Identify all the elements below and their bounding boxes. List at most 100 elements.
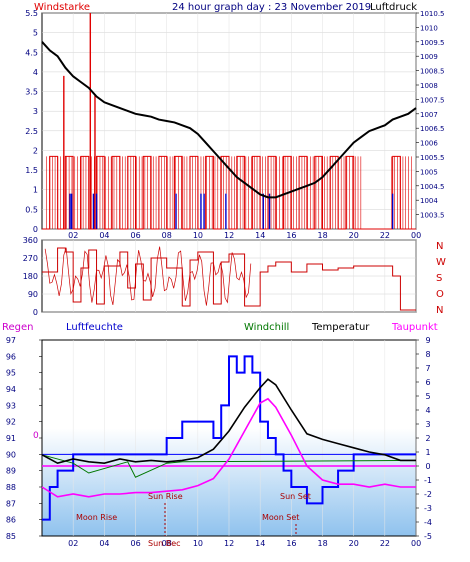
pressure-y-tick-label: 1009 xyxy=(420,53,438,61)
humidity-y-tick-label: 86 xyxy=(6,516,16,525)
temperature-x-tick-label: 04 xyxy=(99,539,109,548)
wind-x-tick-label: 02 xyxy=(68,231,78,240)
pressure-y-tick-label: 1008 xyxy=(420,82,438,90)
legend-dewpoint: Taupunkt xyxy=(391,322,438,333)
wind-step-line xyxy=(42,155,416,230)
pressure-y-tick-label: 1003.5 xyxy=(420,212,445,220)
windchill-line xyxy=(41,454,417,478)
wind-x-axis-ticks: 02 04 06 08 10 12 14 16 18 20 22 00 xyxy=(68,231,421,240)
temperature-x-tick-label: 02 xyxy=(68,539,78,548)
wind-x-tick-label: 12 xyxy=(224,231,234,240)
wind-x-tick-label: 04 xyxy=(99,231,109,240)
direction-y-tick-label: 0 xyxy=(33,308,38,317)
pressure-series xyxy=(41,41,417,199)
temperature-y-tick-label: 0 xyxy=(425,462,430,471)
direction-y-tick-label: 180 xyxy=(23,272,38,281)
temperature-series-group xyxy=(41,355,417,521)
wind-x-tick-label: 00 xyxy=(411,231,421,240)
wind-y-tick-label: 5 xyxy=(33,29,38,38)
pressure-y-tick-label: 1005 xyxy=(420,168,438,176)
wind-x-tick-label: 14 xyxy=(255,231,265,240)
pressure-y-tick-label: 1006 xyxy=(420,140,438,148)
temperature-y-axis-ticks: -5 -4 -3 -2 -1 0 1 2 3 4 5 6 7 8 9 xyxy=(416,336,432,541)
pressure-y-tick-label: 1007 xyxy=(420,111,438,119)
humidity-y-axis-ticks: 85 86 87 88 89 90 91 92 93 94 95 96 97 xyxy=(6,336,42,541)
pressure-y-tick-label: 1010.5 xyxy=(420,10,445,18)
legend-rain: Regen xyxy=(2,322,34,333)
wind-y-tick-label: 0.5 xyxy=(25,205,38,214)
humidity-y-tick-label: 89 xyxy=(6,467,16,476)
temperature-y-tick-label: -4 xyxy=(424,518,432,527)
wind-x-tick-label: 18 xyxy=(318,231,328,240)
direction-y-tick-label: 270 xyxy=(23,254,38,263)
pressure-y-tick-label: 1004 xyxy=(420,197,438,205)
compass-n-bottom: N xyxy=(436,305,443,316)
humidity-y-tick-label: 90 xyxy=(6,450,16,459)
zero-line-label: 0 xyxy=(33,431,39,441)
wind-y-tick-label: 5.5 xyxy=(25,9,38,18)
temperature-x-tick-label: 22 xyxy=(380,539,390,548)
wind-y-tick-label: 4 xyxy=(33,68,38,77)
pressure-y-tick-label: 1008.5 xyxy=(420,68,445,76)
temperature-y-tick-label: -3 xyxy=(424,504,432,513)
temperature-x-tick-label: 18 xyxy=(318,539,328,548)
humidity-y-tick-label: 91 xyxy=(6,434,16,443)
pressure-y-tick-label: 1010 xyxy=(420,24,438,32)
humidity-y-tick-label: 96 xyxy=(6,352,16,361)
sun-bottom-label: Sun Bec xyxy=(148,539,181,548)
sun-rise-label: Sun Rise xyxy=(148,492,183,501)
moon-rise-label: Moon Rise xyxy=(76,513,117,522)
legend-temperature: Temperatur xyxy=(311,322,370,333)
temperature-x-tick-label: 00 xyxy=(411,539,421,548)
wind-pressure-panel: 00.511.522.533.544.555.5 1003.510041004.… xyxy=(25,9,444,240)
pressure-y-tick-label: 1009.5 xyxy=(420,39,445,47)
temperature-x-tick-label: 20 xyxy=(349,539,359,548)
moon-set-label: Moon Set xyxy=(262,513,299,522)
pressure-y-tick-label: 1005.5 xyxy=(420,154,445,162)
pressure-label: Luftdruck xyxy=(370,2,417,13)
wind-x-tick-label: 22 xyxy=(380,231,390,240)
direction-y-tick-label: 90 xyxy=(28,290,38,299)
temperature-y-tick-label: 5 xyxy=(425,392,430,401)
temperature-y-tick-label: -2 xyxy=(424,490,432,499)
wind-x-tick-label: 16 xyxy=(286,231,296,240)
temperature-line xyxy=(41,378,416,465)
pressure-y-tick-label: 1006.5 xyxy=(420,125,445,133)
wind-y-tick-label: 1 xyxy=(33,186,38,195)
wind-y-tick-label: 4.5 xyxy=(25,48,38,57)
temperature-y-tick-label: 6 xyxy=(425,378,430,387)
wind-direction-y-axis-ticks: 0 90 180 270 360 xyxy=(23,236,38,317)
temperature-y-tick-label: 1 xyxy=(425,448,430,457)
humidity-line xyxy=(42,355,416,521)
compass-o: O xyxy=(436,289,444,300)
wind-y-axis-ticks: 0 0.5 1 1.5 2 2.5 3 3.5 4 4.5 5 5.5 xyxy=(25,9,38,234)
legend-windchill: Windchill xyxy=(244,322,289,333)
temperature-x-tick-label: 12 xyxy=(224,539,234,548)
humidity-y-tick-label: 87 xyxy=(6,499,16,508)
temperature-y-tick-label: 8 xyxy=(425,350,430,359)
temperature-y-tick-label: 4 xyxy=(425,406,430,415)
temperature-y-tick-label: -5 xyxy=(424,532,432,541)
humidity-y-tick-label: 94 xyxy=(6,385,16,394)
wind-y-tick-label: 3 xyxy=(33,107,38,116)
temperature-y-tick-label: -1 xyxy=(424,476,432,485)
wind-y-tick-label: 2 xyxy=(33,146,38,155)
wind-speed-series xyxy=(42,13,416,230)
direction-y-tick-label: 360 xyxy=(23,236,38,245)
temperature-y-tick-label: 2 xyxy=(425,434,430,443)
temperature-x-tick-label: 14 xyxy=(255,539,265,548)
wind-direction-jitter xyxy=(44,246,252,306)
wind-direction-panel: 0 90 180 270 360 N W S O N xyxy=(23,236,446,317)
pressure-y-tick-label: 1007.5 xyxy=(420,96,445,104)
wind-x-tick-label: 20 xyxy=(349,231,359,240)
pressure-line xyxy=(41,41,417,199)
humidity-y-tick-label: 92 xyxy=(6,418,16,427)
wind-x-tick-label: 06 xyxy=(131,231,141,240)
wind-y-tick-label: 2.5 xyxy=(25,127,38,136)
legend-humidity: Luftfeuchte xyxy=(66,322,123,333)
humidity-y-tick-label: 97 xyxy=(6,336,16,345)
temperature-x-tick-label: 06 xyxy=(131,539,141,548)
